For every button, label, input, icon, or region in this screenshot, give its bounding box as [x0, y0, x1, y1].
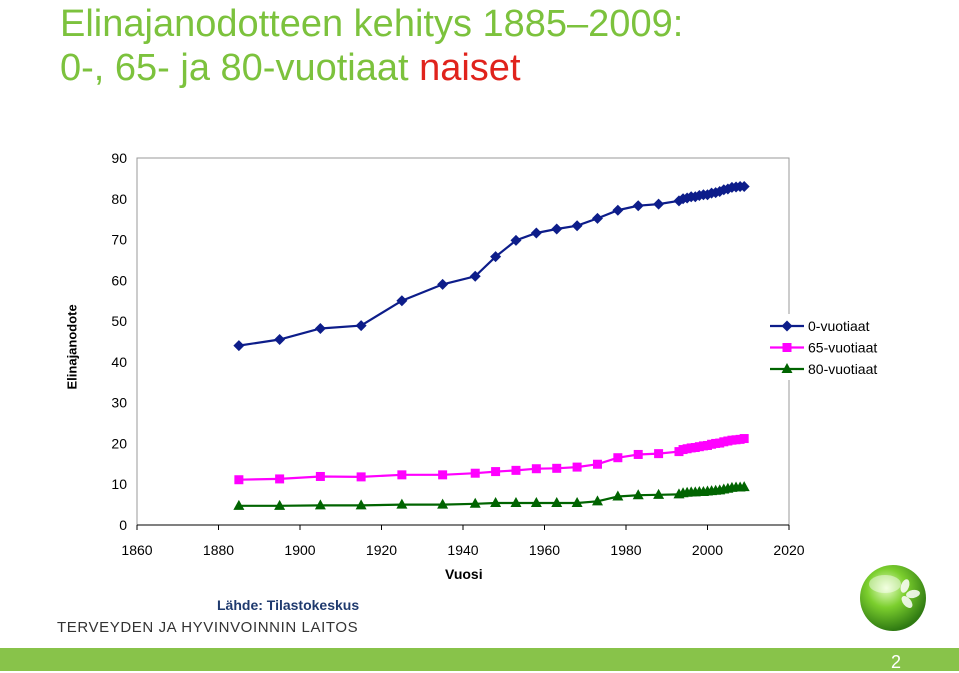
data-point [438, 470, 448, 480]
data-point [572, 462, 582, 472]
data-point [470, 468, 480, 478]
data-point [274, 499, 286, 510]
page-number: 2 [890, 652, 901, 672]
slide-title: Elinajanodotteen kehitys 1885–2009: 0-, … [60, 2, 683, 90]
data-point [530, 227, 542, 239]
axes [136, 157, 790, 530]
title-accent-word: naiset [419, 47, 521, 89]
data-point [234, 475, 244, 485]
data-point [314, 322, 326, 334]
x-tick-label: 1960 [529, 542, 560, 558]
y-tick-label: 40 [111, 354, 127, 370]
y-tick-label: 10 [111, 476, 127, 492]
footer-bar [0, 648, 959, 671]
data-point [490, 496, 502, 507]
data-point [274, 333, 286, 345]
data-point [531, 464, 541, 474]
data-point [738, 181, 750, 193]
y-tick-label: 70 [111, 232, 127, 248]
x-tick-label: 1980 [610, 542, 641, 558]
legend-marker [781, 320, 793, 332]
x-tick-labels: 1860 1880 1900 1920 1940 1960 1980 2000 2020 [121, 542, 804, 558]
series-group [233, 181, 750, 510]
x-axis-label: Vuosi [445, 566, 483, 582]
data-point [233, 499, 245, 510]
data-point [437, 278, 449, 290]
y-axis-label: Elinajanodote [64, 304, 80, 390]
data-point [275, 474, 285, 484]
data-point [591, 212, 603, 224]
data-point [510, 234, 522, 246]
title-line-1: Elinajanodotteen kehitys 1885–2009: [60, 3, 684, 45]
y-tick-label: 60 [111, 272, 127, 288]
data-point [469, 497, 481, 508]
data-point [551, 223, 563, 235]
y-tick-label: 90 [111, 150, 127, 166]
data-point [314, 499, 326, 510]
y-tick-label: 20 [111, 435, 127, 451]
y-tick-label: 30 [111, 395, 127, 411]
plot-area [136, 157, 790, 526]
data-point [510, 496, 522, 507]
data-point [654, 449, 664, 459]
data-point [571, 220, 583, 232]
data-point [738, 481, 750, 492]
legend-marker [782, 343, 792, 352]
data-point [612, 204, 624, 216]
data-point [613, 453, 623, 463]
data-point [396, 498, 408, 509]
series-65-vuotiaat [234, 434, 749, 485]
data-point [653, 488, 665, 499]
data-point [530, 496, 542, 507]
life-expectancy-chart: 0 10 20 30 40 50 60 70 80 90 1860 1880 1900 1920 1940… [111, 150, 892, 558]
source-note: Lähde: Tilastokeskus [217, 597, 360, 613]
data-point [632, 489, 644, 500]
data-point [396, 295, 408, 307]
data-point [591, 495, 603, 506]
legend: 0-vuotiaat 65-vuotiaat 80-vuotiaat [768, 314, 892, 380]
x-tick-label: 1900 [284, 542, 315, 558]
x-tick-label: 1860 [121, 542, 152, 558]
x-tick-label: 1880 [203, 542, 234, 558]
title-line-2: 0-, 65- ja 80-vuotiaat [60, 47, 420, 89]
legend-label: 65-vuotiaat [808, 340, 877, 356]
series-0-vuotiaat [233, 181, 750, 352]
data-point [469, 270, 481, 282]
x-tick-label: 1940 [447, 542, 478, 558]
data-point [491, 467, 501, 477]
y-tick-label: 0 [119, 517, 127, 533]
data-point [739, 434, 749, 444]
data-point [612, 490, 624, 501]
x-tick-label: 1920 [366, 542, 397, 558]
legend-marker [781, 363, 793, 373]
organization-name: TERVEYDEN JA HYVINVOINNIN LAITOS [57, 619, 359, 636]
data-point [355, 499, 367, 510]
globe-logo-icon [860, 565, 926, 631]
data-point [315, 471, 325, 481]
data-point [397, 470, 407, 480]
x-tick-label: 2000 [692, 542, 723, 558]
data-point [356, 472, 366, 482]
series-80-vuotiaat [233, 481, 750, 510]
y-tick-label: 80 [111, 191, 127, 207]
y-tick-labels: 0 10 20 30 40 50 60 70 80 90 [111, 150, 127, 533]
x-tick-label: 2020 [773, 542, 804, 558]
data-point [632, 200, 644, 212]
data-point [653, 198, 665, 210]
data-point [490, 251, 502, 263]
data-point [233, 340, 245, 352]
data-point [592, 459, 602, 469]
data-point [552, 463, 562, 473]
legend-label: 0-vuotiaat [808, 318, 870, 334]
data-point [571, 496, 583, 507]
data-point [551, 496, 563, 507]
data-point [633, 449, 643, 459]
data-point [511, 465, 521, 475]
legend-label: 80-vuotiaat [808, 361, 877, 377]
data-point [437, 498, 449, 509]
y-tick-label: 50 [111, 313, 127, 329]
data-point [355, 320, 367, 332]
